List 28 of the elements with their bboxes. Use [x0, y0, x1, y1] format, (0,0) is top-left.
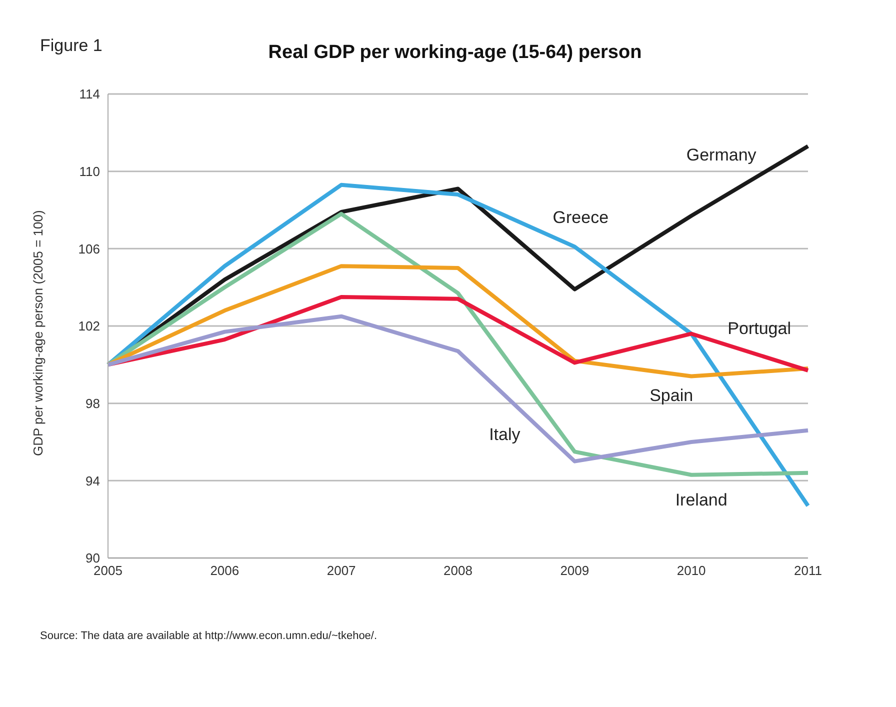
- series-label: Spain: [650, 386, 694, 405]
- x-tick-label: 2006: [210, 563, 240, 578]
- caption: Figure 1: [40, 36, 102, 56]
- x-tick-label: 2007: [326, 563, 356, 578]
- line-series: [106, 212, 810, 477]
- line-series: [106, 264, 810, 378]
- x-tick-label: 2009: [560, 563, 590, 578]
- x-tick-label: 2010: [676, 563, 706, 578]
- x-tick-label: 2008: [444, 563, 472, 578]
- y-tick-label: 102: [78, 318, 100, 334]
- series-label: Greece: [552, 208, 609, 228]
- source-note: Source: The data are available at http://www.econ.umn.edu/~tkehoe/.: [40, 630, 378, 642]
- series-label: Italy: [489, 424, 521, 444]
- y-tick-label: 110: [79, 164, 100, 179]
- line-series: [106, 314, 810, 464]
- y-tick-label: 98: [86, 396, 100, 411]
- y-tick-label: 94: [86, 473, 100, 488]
- series-label: Portugal: [728, 319, 791, 338]
- x-tick-label: 2005: [94, 563, 122, 578]
- x-tick-label: 2011: [794, 563, 822, 578]
- chart-title: Real GDP per working-age (15-64) person: [268, 42, 642, 63]
- line-series: [106, 182, 810, 508]
- y-axis-title: GDP per working-age person (2005 = 100): [30, 210, 46, 456]
- series-label: Ireland: [675, 490, 728, 510]
- y-tick-label: 106: [78, 241, 100, 256]
- y-tick-label: 90: [86, 550, 100, 566]
- series-label: Germany: [686, 145, 757, 164]
- y-tick-label: 114: [79, 86, 100, 102]
